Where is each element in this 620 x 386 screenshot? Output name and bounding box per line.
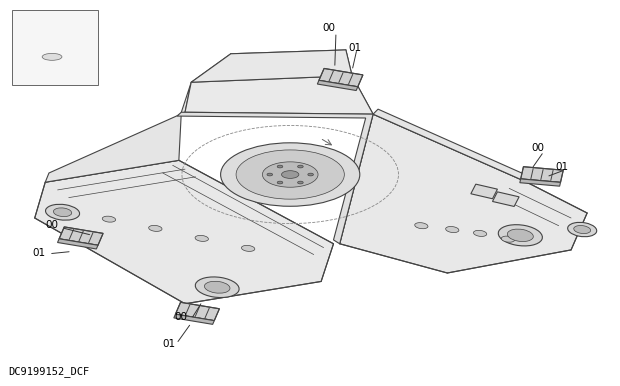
Text: DC9199152_DCF: DC9199152_DCF [8, 366, 89, 377]
Polygon shape [340, 114, 587, 273]
Ellipse shape [277, 181, 283, 184]
Ellipse shape [446, 227, 459, 233]
Ellipse shape [102, 216, 116, 222]
Text: 00: 00 [322, 23, 335, 33]
Ellipse shape [568, 222, 596, 237]
Ellipse shape [205, 281, 230, 293]
Polygon shape [185, 76, 373, 114]
Ellipse shape [53, 208, 72, 217]
Ellipse shape [195, 235, 208, 241]
Polygon shape [471, 184, 497, 199]
Ellipse shape [221, 143, 360, 206]
Text: 00: 00 [175, 312, 188, 322]
Polygon shape [492, 192, 519, 207]
Polygon shape [59, 227, 103, 245]
Polygon shape [174, 314, 215, 324]
Ellipse shape [502, 236, 515, 242]
Ellipse shape [262, 162, 318, 187]
Ellipse shape [498, 225, 542, 246]
Ellipse shape [149, 225, 162, 231]
Polygon shape [177, 112, 373, 244]
Polygon shape [175, 302, 219, 321]
Ellipse shape [308, 173, 313, 176]
Ellipse shape [267, 173, 273, 176]
Text: 00: 00 [531, 142, 544, 152]
Ellipse shape [507, 229, 533, 242]
Ellipse shape [42, 53, 62, 60]
Polygon shape [45, 82, 191, 182]
Polygon shape [58, 239, 98, 249]
Ellipse shape [277, 165, 283, 168]
Text: 01: 01 [556, 162, 569, 172]
Polygon shape [319, 68, 363, 87]
Polygon shape [317, 80, 358, 90]
Text: 01: 01 [348, 42, 361, 52]
Ellipse shape [298, 181, 303, 184]
Polygon shape [35, 160, 334, 304]
Ellipse shape [474, 230, 487, 236]
Ellipse shape [281, 171, 299, 178]
Ellipse shape [415, 223, 428, 229]
Ellipse shape [195, 277, 239, 298]
Polygon shape [373, 109, 528, 181]
Ellipse shape [298, 165, 303, 168]
Ellipse shape [45, 204, 79, 220]
Ellipse shape [241, 245, 255, 251]
Ellipse shape [236, 150, 344, 199]
Polygon shape [12, 10, 99, 85]
Ellipse shape [574, 225, 591, 234]
Text: 00: 00 [45, 220, 58, 230]
Polygon shape [191, 50, 352, 82]
Text: 01: 01 [32, 247, 46, 257]
Polygon shape [521, 167, 563, 182]
Text: 01: 01 [162, 339, 175, 349]
Polygon shape [520, 179, 560, 186]
